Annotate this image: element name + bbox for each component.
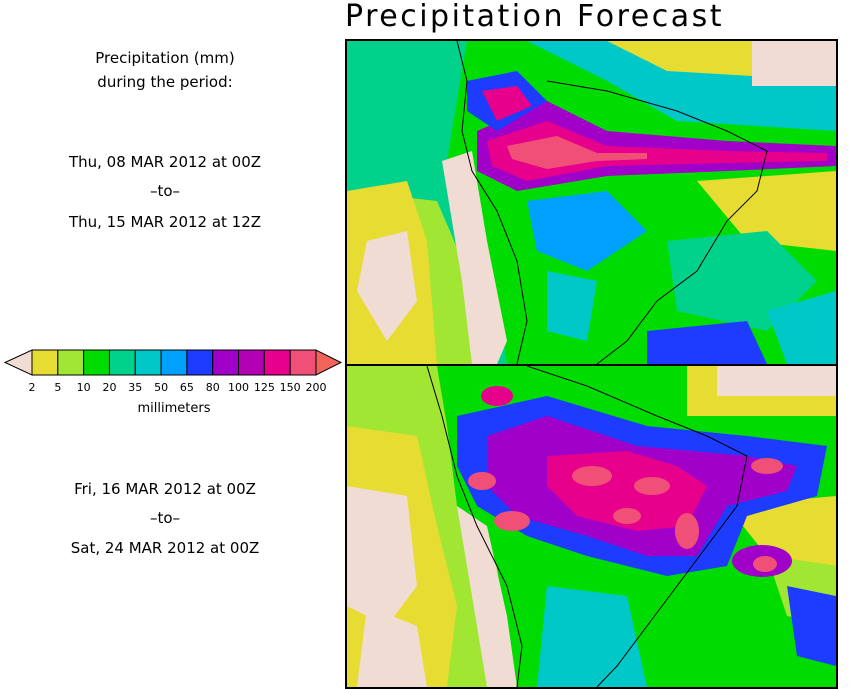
period2-separator: –to– bbox=[149, 509, 181, 527]
map-period-1 bbox=[345, 39, 838, 366]
color-legend-bar: 2 5 10 20 35 50 65 80 100 125 150 200 millimeters bbox=[3, 349, 343, 416]
legend-tick-label: 50 bbox=[154, 381, 168, 394]
period1-end: Thu, 15 MAR 2012 at 12Z bbox=[68, 213, 262, 231]
legend-swatch bbox=[238, 349, 265, 376]
legend-swatch bbox=[57, 349, 85, 376]
color-legend: 2 5 10 20 35 50 65 80 100 125 150 200 millimeters bbox=[0, 345, 345, 425]
legend-swatch bbox=[212, 349, 240, 376]
legend-swatch bbox=[83, 349, 110, 376]
period2-end: Sat, 24 MAR 2012 at 00Z bbox=[70, 539, 260, 557]
legend-tick-label: 200 bbox=[306, 381, 327, 394]
legend-unit-label: millimeters bbox=[138, 401, 211, 416]
legend-tick-label: 35 bbox=[128, 381, 142, 394]
legend-swatch bbox=[108, 349, 136, 376]
legend-swatch bbox=[160, 349, 188, 376]
legend-swatch bbox=[263, 349, 291, 376]
legend-tick-label: 5 bbox=[54, 381, 61, 394]
legend-tick-label: 80 bbox=[206, 381, 220, 394]
legend-swatch bbox=[289, 349, 317, 376]
period1-start: Thu, 08 MAR 2012 at 00Z bbox=[68, 153, 262, 171]
legend-tick-label: 2 bbox=[29, 381, 36, 394]
legend-swatch bbox=[134, 349, 162, 376]
period2-start: Fri, 16 MAR 2012 at 00Z bbox=[74, 480, 256, 498]
map-period-2 bbox=[345, 364, 838, 689]
description-line-1: Precipitation (mm) bbox=[95, 49, 235, 67]
legend-tick-label: 20 bbox=[102, 381, 116, 394]
legend-swatch bbox=[186, 349, 214, 376]
legend-swatch bbox=[31, 349, 59, 376]
legend-arrow-low bbox=[3, 349, 33, 376]
legend-tick-label: 150 bbox=[280, 381, 301, 394]
legend-tick-label: 10 bbox=[77, 381, 91, 394]
legend-tick-label: 100 bbox=[228, 381, 249, 394]
precipitation-map-1 bbox=[347, 41, 836, 364]
legend-tick-label: 65 bbox=[180, 381, 194, 394]
description-line-2: during the period: bbox=[97, 73, 233, 91]
period1-separator: –to– bbox=[149, 182, 181, 200]
legend-tick-label: 125 bbox=[254, 381, 275, 394]
precipitation-map-2 bbox=[347, 366, 836, 687]
legend-arrow-high bbox=[315, 349, 343, 376]
page-title: Precipitation Forecast bbox=[345, 0, 724, 34]
